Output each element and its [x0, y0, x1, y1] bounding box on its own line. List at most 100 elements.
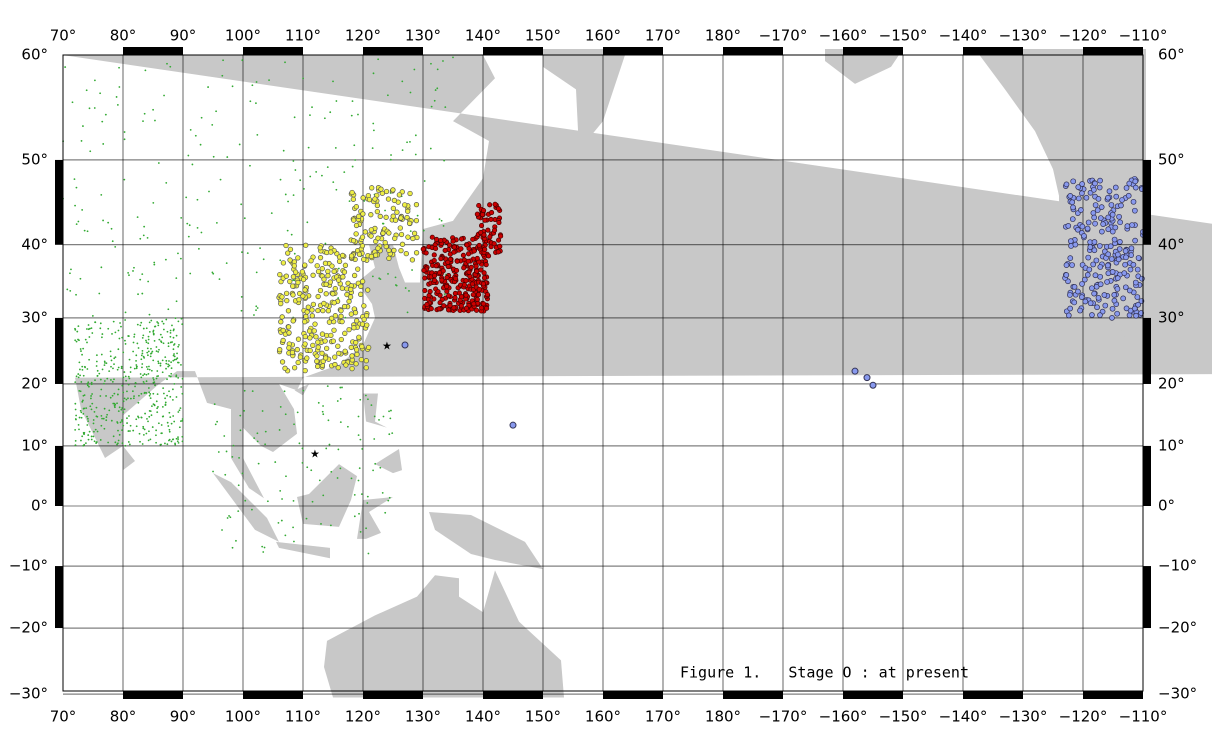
station-dot	[262, 258, 265, 261]
station-dot	[1070, 204, 1076, 211]
land-mass	[543, 49, 627, 151]
station-dot	[371, 275, 374, 278]
station-dot	[335, 277, 342, 283]
station-dot	[476, 286, 482, 292]
station-dot	[132, 397, 135, 400]
station-dot	[256, 432, 259, 435]
station-dot	[394, 209, 400, 215]
station-dot	[128, 358, 131, 361]
station-dot	[87, 381, 90, 384]
station-dot	[1069, 216, 1076, 222]
station-dot	[497, 243, 503, 249]
station-dot	[1101, 292, 1108, 298]
station-dot	[1115, 256, 1122, 263]
station-dot	[128, 415, 130, 417]
station-dot	[307, 347, 313, 354]
station-dot	[78, 416, 81, 419]
station-dot	[246, 252, 249, 255]
station-dot	[105, 416, 108, 418]
station-dot	[1085, 219, 1092, 226]
station-dot	[83, 394, 86, 397]
station-dot	[408, 290, 410, 292]
station-dot	[350, 237, 357, 244]
station-dot	[306, 466, 309, 469]
station-dot	[138, 394, 140, 397]
station-dot	[133, 367, 136, 370]
station-dot	[148, 365, 150, 368]
station-dot	[137, 293, 139, 296]
station-dot	[466, 269, 472, 275]
station-dot	[171, 438, 174, 441]
station-dot	[357, 434, 360, 437]
station-dot	[83, 433, 86, 436]
station-dot	[321, 174, 323, 177]
land-mass	[375, 448, 402, 474]
station-dot	[162, 328, 165, 331]
lat-label-left: 0°	[31, 497, 48, 515]
station-dot	[157, 324, 160, 327]
station-dot	[166, 394, 168, 397]
station-dot	[1072, 241, 1079, 248]
station-dot	[433, 99, 436, 102]
station-dot	[123, 397, 126, 400]
station-dot	[474, 296, 480, 302]
lon-label-top: 150°	[525, 27, 561, 45]
station-dot	[1078, 294, 1085, 300]
station-dot	[92, 419, 95, 421]
station-dot	[121, 384, 124, 387]
station-dot	[156, 407, 159, 410]
station-dot	[390, 187, 396, 193]
station-dot	[162, 392, 165, 395]
station-dot	[498, 233, 504, 239]
station-dot	[309, 313, 315, 319]
station-dot	[406, 220, 413, 226]
station-dot	[384, 209, 386, 212]
station-dot	[238, 456, 240, 459]
station-dot	[452, 56, 454, 59]
station-dot	[101, 120, 104, 123]
station-dot	[128, 377, 131, 380]
station-dot	[161, 359, 164, 362]
station-dot	[413, 250, 420, 256]
station-dot	[110, 419, 113, 422]
station-dot	[125, 398, 128, 401]
station-dot	[1128, 252, 1135, 258]
station-dot	[428, 306, 434, 312]
station-dot	[164, 356, 167, 359]
frame-bar	[55, 159, 63, 245]
station-dot	[277, 521, 280, 524]
frame	[55, 47, 1151, 699]
station-dot	[145, 392, 148, 394]
station-dot	[212, 470, 214, 473]
station-dot	[249, 164, 251, 167]
station-dot	[170, 422, 173, 425]
station-dot	[99, 327, 102, 330]
station-dot	[446, 293, 452, 299]
lon-label-bottom: 160°	[585, 708, 621, 726]
station-dot	[113, 404, 116, 407]
station-dot	[1116, 213, 1122, 220]
station-dot	[402, 202, 408, 208]
station-dot	[142, 374, 144, 377]
station-dot	[169, 331, 172, 334]
station-dot	[106, 377, 109, 380]
station-dot	[424, 301, 430, 308]
station-dot	[138, 432, 141, 435]
station-dot	[158, 338, 161, 341]
station-dot	[444, 274, 450, 281]
station-dot	[386, 94, 389, 97]
station-dot	[160, 424, 163, 426]
station-dot	[454, 267, 460, 274]
station-dot	[439, 277, 445, 283]
station-dot	[85, 89, 88, 92]
station-dot	[329, 263, 335, 269]
station-dot	[99, 322, 102, 325]
station-dot	[212, 272, 215, 275]
station-dot	[323, 291, 329, 297]
station-dot	[90, 438, 93, 441]
frame-bar	[1083, 47, 1143, 55]
station-dot	[139, 278, 142, 281]
station-dot	[155, 400, 158, 403]
station-dot	[367, 398, 369, 401]
station-dot	[81, 435, 84, 438]
